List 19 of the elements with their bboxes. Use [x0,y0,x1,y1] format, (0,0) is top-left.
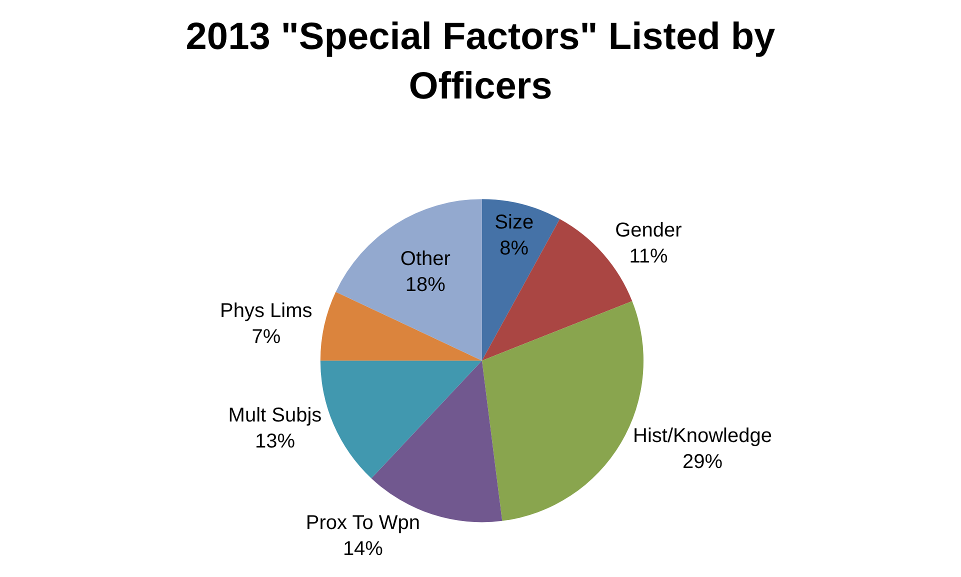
pie-slice [482,199,560,361]
data-label: 14% [342,538,384,560]
data-label: 11% [629,245,668,268]
data-label: 29% [682,451,723,474]
slice-label: Other [400,248,451,270]
slice-label: Gender [615,219,682,242]
data-label: 13% [254,430,296,453]
pie-slice [320,292,482,361]
data-label: 7% [252,326,281,348]
data-label: 18% [405,274,446,296]
slice-label: Mult Subjs [228,404,322,427]
pie-slice [320,360,482,478]
slice-label: Hist/Knowledge [633,425,772,448]
chart-title: 2013 "Special Factors" Listed by Officers [186,16,776,108]
slice-label: Prox To Wpn [306,512,420,534]
pie-slice [336,199,482,361]
slice-label: Size [494,211,534,234]
slice-label: Phys Lims [220,300,312,322]
data-label: 8% [500,237,529,260]
